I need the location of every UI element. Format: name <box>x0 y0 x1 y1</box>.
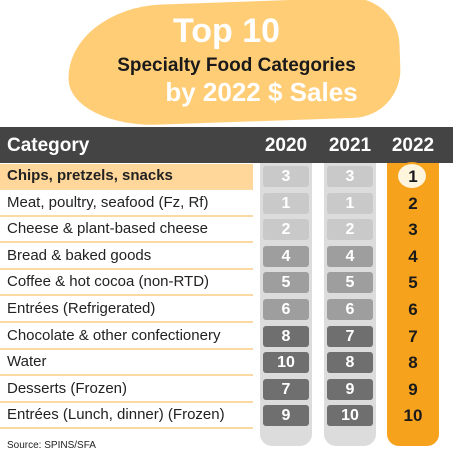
rank-2020-cell: 4 <box>263 245 309 267</box>
rank-2020-cell: 1 <box>263 192 309 214</box>
title-line-3: by 2022 $ Sales <box>165 77 358 107</box>
rank-2022-cell: 9 <box>408 379 418 399</box>
rank-2020-cell: 10 <box>263 352 309 374</box>
row-divider <box>0 241 253 244</box>
rank-2021-cell: 1 <box>327 192 373 214</box>
rank-2021-cell: 6 <box>327 299 373 320</box>
title-line-1: Top 10 <box>172 12 281 50</box>
top-rank-circle <box>396 162 428 190</box>
header-category: Category <box>7 135 90 156</box>
category-label: Bread & baked goods <box>7 246 152 264</box>
rank-2020-cell: 6 <box>263 299 309 320</box>
rank-2021-cell: 8 <box>327 352 373 374</box>
table-row: Chips, pretzels, snacks 3 3 1 <box>0 162 453 190</box>
table-row: Cheese & plant-based cheese 2 2 3 <box>0 217 453 244</box>
table-row: Entrées (Lunch, dinner) (Frozen) 9 10 10 <box>0 403 453 430</box>
rank-2020-cell: 9 <box>263 405 309 427</box>
rank-2020-cell: 5 <box>263 272 309 294</box>
rank-2022-cell: 2 <box>408 193 418 213</box>
row-divider <box>0 321 253 323</box>
column-2022-background <box>387 160 439 446</box>
row-divider <box>0 374 253 377</box>
category-label: Chocolate & other confectionery <box>7 326 221 344</box>
rank-2022-cell: 6 <box>408 300 418 319</box>
rank-2020-cell: 8 <box>263 325 309 347</box>
row-divider <box>0 400 253 403</box>
rank-2021-cell: 10 <box>327 405 373 427</box>
category-label: Entrées (Lunch, dinner) (Frozen) <box>7 406 225 424</box>
rank-2022-cell: 7 <box>408 326 418 346</box>
rank-2020-cell: 2 <box>263 219 309 241</box>
table-row: Bread & baked goods 4 4 4 <box>0 244 453 270</box>
source-note: Source: SPINS/SFA <box>7 440 96 451</box>
rank-2021-cell: 4 <box>327 245 373 267</box>
rank-2022-cell: 1 <box>408 167 418 186</box>
rank-2021-cell: 9 <box>327 378 373 400</box>
category-label: Cheese & plant-based cheese <box>7 220 208 238</box>
header-year-2020: 2020 <box>264 135 308 156</box>
rank-2021-cell: 5 <box>327 272 373 294</box>
row-divider <box>0 427 253 430</box>
rank-2020-cell: 3 <box>263 166 309 187</box>
rank-2022-cell: 8 <box>408 353 418 373</box>
row-divider <box>0 294 253 297</box>
table-row: Water 10 8 8 <box>0 350 453 377</box>
title-block: Top 10 Specialty Food Categories by 2022… <box>0 0 453 120</box>
category-label: Water <box>7 353 47 371</box>
rank-2022-cell: 5 <box>408 273 418 293</box>
table-row: Coffee & hot cocoa (non-RTD) 5 5 5 <box>0 270 453 297</box>
rank-2022-cell: 3 <box>408 220 418 240</box>
rank-2021-cell: 7 <box>327 325 373 347</box>
title-line-2: Specialty Food Categories <box>117 55 356 76</box>
rank-2021-cell: 2 <box>327 219 373 241</box>
header-year-2022: 2022 <box>391 135 435 156</box>
category-label: Entrées (Refrigerated) <box>7 300 156 317</box>
category-label: Coffee & hot cocoa (non-RTD) <box>7 273 210 291</box>
row-divider <box>0 188 253 190</box>
rank-2021-cell: 3 <box>327 166 373 187</box>
table-row: Meat, poultry, seafood (Fz, Rf) 1 1 2 <box>0 191 453 217</box>
category-label: Chips, pretzels, snacks <box>7 167 173 184</box>
rank-2022-cell: 4 <box>408 246 418 266</box>
header-year-2021: 2021 <box>328 135 372 156</box>
table-header: Category 2020 2021 2022 <box>0 127 453 163</box>
table-row: Desserts (Frozen) 7 9 9 <box>0 377 453 403</box>
rank-2022-cell: 10 <box>403 406 423 426</box>
row-divider <box>0 214 253 217</box>
category-label: Desserts (Frozen) <box>7 379 128 397</box>
category-label: Meat, poultry, seafood (Fz, Rf) <box>7 193 209 211</box>
table-row: Chocolate & other confectionery 8 7 7 <box>0 324 453 350</box>
row-divider <box>0 347 253 350</box>
table-row: Entrées (Refrigerated) 6 6 6 <box>0 297 453 323</box>
row-divider <box>0 267 253 270</box>
rank-2020-cell: 7 <box>263 378 309 400</box>
row-highlight <box>0 164 253 189</box>
